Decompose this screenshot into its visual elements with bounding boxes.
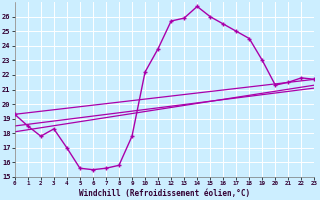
X-axis label: Windchill (Refroidissement éolien,°C): Windchill (Refroidissement éolien,°C) <box>79 189 250 198</box>
